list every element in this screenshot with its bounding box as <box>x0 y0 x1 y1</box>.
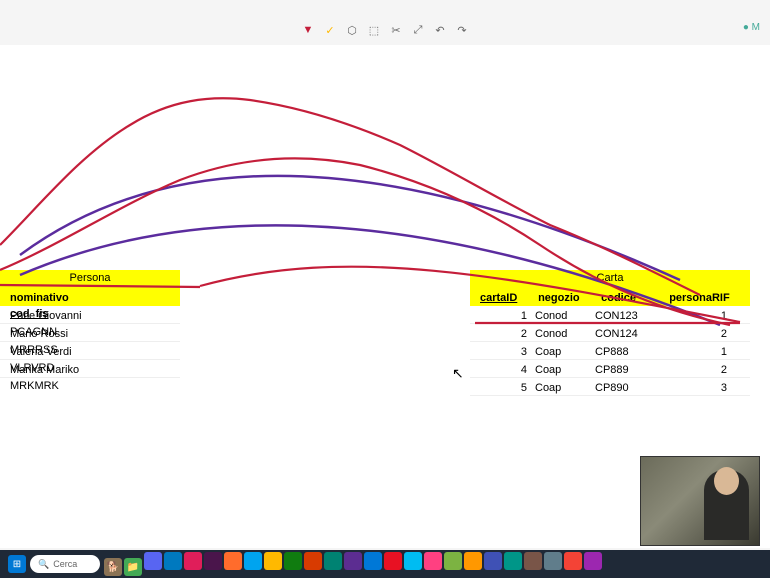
tool-icon[interactable]: ⬚ <box>368 24 380 36</box>
cell-personarif: 2 <box>656 362 731 378</box>
cell-codice: CON124 <box>591 326 656 342</box>
taskbar-app-icon[interactable] <box>144 552 162 570</box>
cell-personarif: 2 <box>656 326 731 342</box>
cell-negozio: Coap <box>531 362 591 378</box>
taskbar-app-icon[interactable] <box>404 552 422 570</box>
cell-codice: CP889 <box>591 362 656 378</box>
taskbar-app-icon[interactable] <box>544 552 562 570</box>
cell-negozio: Coap <box>531 344 591 360</box>
taskbar-app-icon[interactable] <box>444 552 462 570</box>
table-row[interactable]: Pace GiovanniPCAGNN <box>0 306 180 324</box>
cell-nominativo: Pace Giovanni <box>6 308 106 324</box>
cell-cartaid: 2 <box>476 326 531 342</box>
header-cartaid: cartaID <box>476 290 531 306</box>
header-personarif: personaRIF <box>665 290 740 306</box>
taskbar-app-icon[interactable] <box>464 552 482 570</box>
table-row[interactable]: Marika MarikoMRKMRK <box>0 360 180 378</box>
cell-cartaid: 3 <box>476 344 531 360</box>
table-row[interactable]: 4CoapCP8892 <box>470 360 750 378</box>
header-negozio: negozio <box>534 290 594 306</box>
tool-icon[interactable]: ✂ <box>390 24 402 36</box>
tool-icon[interactable]: ▼ <box>302 24 314 36</box>
taskbar-app-icon[interactable] <box>424 552 442 570</box>
corner-indicator: ● M <box>743 22 760 33</box>
taskbar-search[interactable]: 🔍 Cerca <box>30 555 100 573</box>
annotation-toolbar: ▼ ✓ ⬡ ⬚ ✂ ⤢ ↶ ↷ <box>0 20 770 40</box>
table-row[interactable]: 3CoapCP8881 <box>470 342 750 360</box>
persona-header-row: nominativo cod_fis <box>0 288 180 306</box>
header-codice: codice <box>597 290 662 306</box>
taskbar-app-icon[interactable] <box>364 552 382 570</box>
cell-nominativo: Marika Mariko <box>6 362 106 378</box>
carta-header-row: cartaID negozio codice personaRIF <box>470 288 750 306</box>
taskbar-app-icon[interactable] <box>324 552 342 570</box>
table-row[interactable]: 2ConodCON1242 <box>470 324 750 342</box>
mouse-cursor-icon: ↖ <box>452 365 464 382</box>
taskbar-app-icon[interactable] <box>244 552 262 570</box>
cell-codice: CON123 <box>591 308 656 324</box>
taskbar-app-icon[interactable] <box>584 552 602 570</box>
tool-icon[interactable]: ↶ <box>434 24 446 36</box>
cell-codice: CP888 <box>591 344 656 360</box>
taskbar-app-icon[interactable] <box>344 552 362 570</box>
cell-codfis: MRKMRK <box>6 378 76 394</box>
taskbar-app-icon[interactable] <box>204 552 222 570</box>
cell-cartaid: 1 <box>476 308 531 324</box>
cell-personarif: 1 <box>656 308 731 324</box>
taskbar-app-icon[interactable] <box>564 552 582 570</box>
cell-negozio: Conod <box>531 308 591 324</box>
cell-negozio: Coap <box>531 380 591 396</box>
tool-icon[interactable]: ✓ <box>324 24 336 36</box>
cell-negozio: Conod <box>531 326 591 342</box>
cell-nominativo: Mario Rossi <box>6 326 106 342</box>
taskbar-app-icon[interactable]: 📁 <box>124 558 142 576</box>
windows-taskbar: ⊞ 🔍 Cerca 🐕📁 <box>0 550 770 578</box>
cell-personarif: 1 <box>656 344 731 360</box>
tool-icon[interactable]: ↷ <box>456 24 468 36</box>
taskbar-app-icon[interactable] <box>284 552 302 570</box>
header-nominativo: nominativo <box>6 290 106 306</box>
webcam-overlay <box>640 456 760 546</box>
taskbar-app-icon[interactable] <box>224 552 242 570</box>
tool-icon[interactable]: ⤢ <box>412 24 424 36</box>
taskbar-app-icon[interactable] <box>384 552 402 570</box>
taskbar-app-icon[interactable] <box>504 552 522 570</box>
table-persona: Persona nominativo cod_fis Pace Giovanni… <box>0 270 180 378</box>
cell-cartaid: 4 <box>476 362 531 378</box>
cell-personarif: 3 <box>656 380 731 396</box>
taskbar-app-icon[interactable]: 🐕 <box>104 558 122 576</box>
taskbar-app-icon[interactable] <box>484 552 502 570</box>
cell-cartaid: 5 <box>476 380 531 396</box>
carta-title: Carta <box>470 270 750 288</box>
table-row[interactable]: Mario RossiMRRRSS <box>0 324 180 342</box>
tool-icon[interactable]: ⬡ <box>346 24 358 36</box>
taskbar-app-icon[interactable] <box>524 552 542 570</box>
taskbar-app-icon[interactable] <box>304 552 322 570</box>
start-button[interactable]: ⊞ <box>8 555 26 573</box>
table-carta: Carta cartaID negozio codice personaRIF … <box>470 270 750 396</box>
taskbar-app-icon[interactable] <box>164 552 182 570</box>
table-row[interactable]: 1ConodCON1231 <box>470 306 750 324</box>
taskbar-app-icon[interactable] <box>264 552 282 570</box>
table-row[interactable]: Valeria VerdiVLRVRD <box>0 342 180 360</box>
persona-title: Persona <box>0 270 180 288</box>
taskbar-app-icon[interactable] <box>184 552 202 570</box>
cell-nominativo: Valeria Verdi <box>6 344 106 360</box>
table-row[interactable]: 5CoapCP8903 <box>470 378 750 396</box>
cell-codice: CP890 <box>591 380 656 396</box>
